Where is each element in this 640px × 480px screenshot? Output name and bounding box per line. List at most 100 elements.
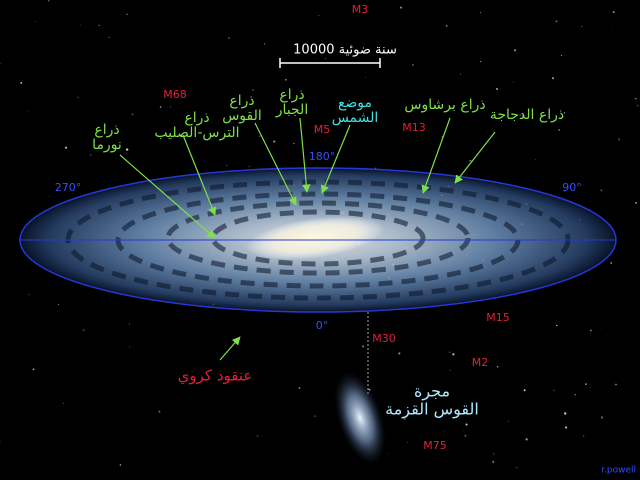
star [516, 467, 518, 469]
arm-label: ذراع برشاوس [404, 97, 485, 113]
star [486, 131, 488, 133]
star [98, 24, 100, 27]
star [248, 166, 250, 168]
star [448, 351, 451, 353]
star [362, 345, 365, 348]
star [77, 96, 79, 99]
star [325, 58, 327, 60]
star [496, 365, 499, 368]
star [565, 426, 568, 429]
star [125, 148, 129, 151]
star [600, 416, 604, 419]
star [50, 51, 52, 53]
arm-label: ذراع [94, 122, 119, 138]
arm-label: موضع [338, 95, 372, 111]
star [581, 25, 583, 27]
star [159, 106, 162, 108]
arm-label: ذراع [184, 110, 209, 126]
star [108, 36, 110, 39]
star [589, 387, 591, 388]
star [256, 434, 259, 437]
star [126, 13, 128, 16]
star [158, 410, 161, 413]
scale-bar [279, 58, 381, 68]
star [564, 412, 567, 415]
longitude-label: 270° [55, 181, 82, 194]
star [589, 329, 592, 332]
star [535, 159, 537, 160]
star [556, 324, 558, 327]
star [47, 0, 50, 2]
dwarf-galaxy-label: القوس القزمة [385, 400, 479, 420]
star [89, 154, 92, 156]
star [555, 20, 558, 23]
star [424, 442, 426, 445]
star [465, 423, 468, 426]
star [119, 464, 122, 466]
star [605, 335, 607, 337]
star [585, 383, 587, 385]
star [551, 77, 555, 80]
globular-cluster-label: عنقود كروي [178, 367, 253, 386]
arm-label: الجبار [275, 102, 308, 118]
star [64, 146, 68, 149]
star [553, 389, 555, 391]
star [407, 442, 408, 443]
cluster-label: M15 [486, 311, 510, 324]
star [452, 353, 455, 356]
star [63, 402, 65, 404]
star [412, 64, 414, 66]
arm-label: القوس [222, 108, 262, 124]
star [513, 81, 515, 83]
star [318, 15, 320, 17]
cluster-label: M5 [314, 123, 331, 136]
star [615, 383, 617, 386]
star [560, 55, 563, 57]
star [463, 430, 464, 432]
star [480, 60, 482, 63]
star [610, 262, 613, 264]
star [403, 417, 406, 420]
star [479, 11, 482, 14]
star [519, 113, 522, 117]
star [264, 150, 265, 152]
longitude-label: 0° [316, 319, 329, 332]
star [564, 190, 566, 192]
star [563, 112, 566, 114]
star [252, 89, 254, 91]
star [0, 441, 1, 443]
scale-label: 10000 سنة ضوئية [293, 43, 397, 58]
star [583, 435, 585, 437]
star [79, 24, 81, 26]
star [298, 386, 301, 389]
arm-label: ذراع الدجاجة [490, 107, 564, 123]
cluster-label: M68 [163, 88, 187, 101]
arm-label: الترس-الصليب [154, 125, 239, 141]
star [634, 97, 637, 100]
credit: r.powell [601, 466, 636, 476]
star [635, 201, 638, 204]
star [466, 421, 468, 422]
star [617, 138, 621, 141]
star [28, 293, 30, 295]
star [398, 352, 401, 355]
star [525, 438, 528, 441]
arrows [119, 117, 496, 361]
star [386, 453, 388, 455]
star [131, 113, 134, 116]
star [495, 88, 499, 91]
star [612, 11, 615, 14]
star [365, 77, 366, 79]
star [523, 389, 526, 392]
star [522, 115, 524, 117]
cluster-label: M75 [423, 439, 447, 452]
star [82, 329, 85, 332]
galactic-bulge [245, 215, 385, 261]
star [20, 81, 23, 84]
longitude-label: 180° [309, 150, 336, 163]
star [284, 78, 287, 81]
star [128, 323, 130, 325]
star [469, 159, 472, 162]
cluster-label: M13 [402, 121, 426, 134]
